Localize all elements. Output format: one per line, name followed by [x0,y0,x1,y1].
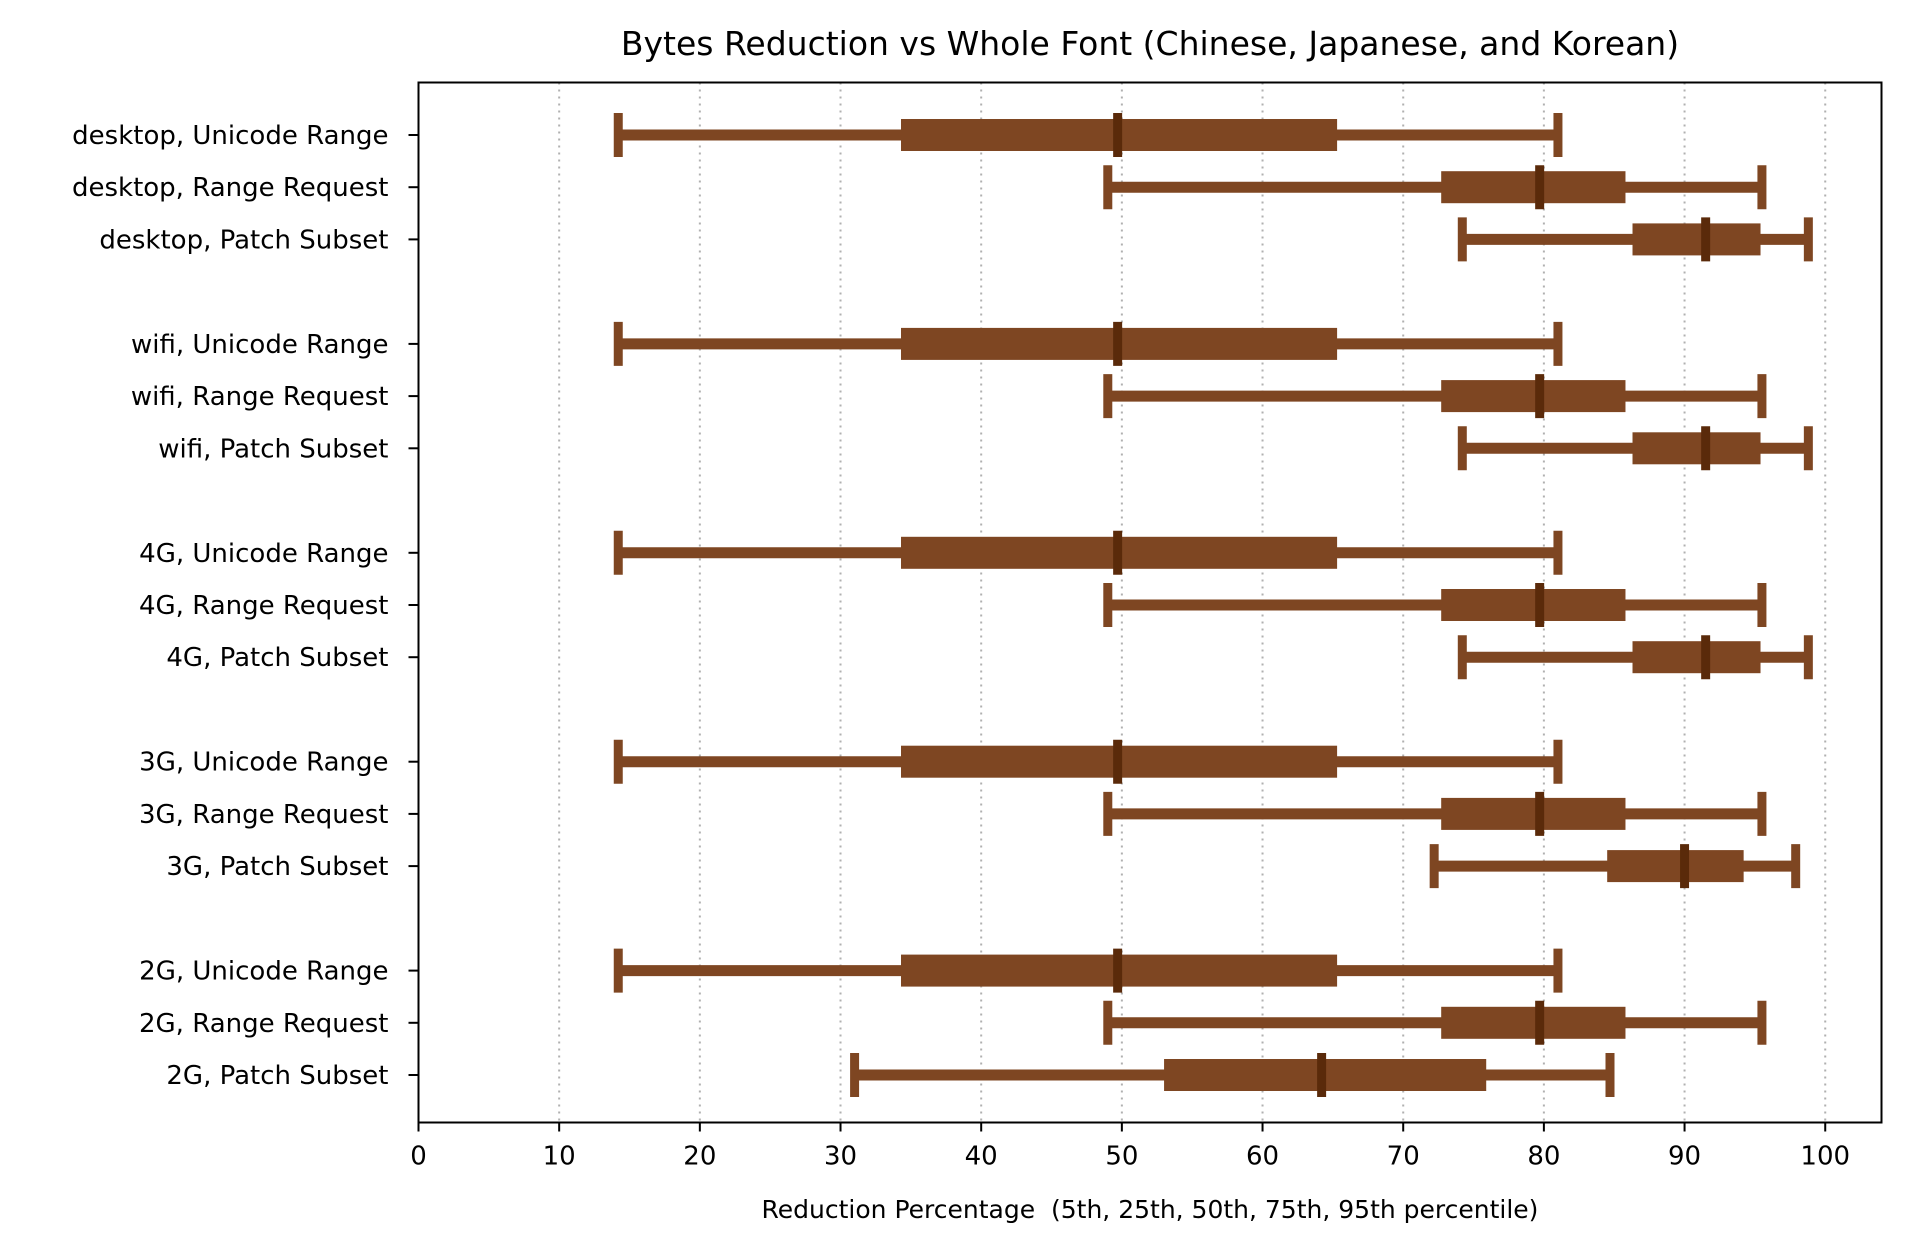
y-tick-label: 3G, Patch Subset [166,852,388,882]
x-tick-label: 100 [1800,1142,1850,1172]
box-row [1457,217,1813,262]
x-tick-label: 80 [1527,1142,1560,1172]
box-row [1457,635,1813,680]
y-tick-label: desktop, Range Request [72,173,389,203]
box-row [850,1053,1615,1097]
box-row [1103,583,1767,627]
x-tick-label: 20 [683,1142,716,1172]
y-tick-label: 2G, Range Request [139,1009,389,1039]
iqr-box [1441,380,1626,413]
y-tick-label: 2G, Unicode Range [139,957,388,987]
y-tick-label: 4G, Range Request [139,591,389,621]
iqr-box [1607,850,1744,883]
chart-title: Bytes Reduction vs Whole Font (Chinese, … [621,24,1679,63]
x-tick-label: 40 [965,1142,998,1172]
iqr-box [1441,589,1626,621]
y-tick-label: 3G, Range Request [139,800,389,830]
box-row [1457,426,1813,471]
x-axis-label: Reduction Percentage (5th, 25th, 50th, 7… [762,1195,1539,1224]
y-tick-label: 4G, Unicode Range [139,539,388,569]
box-row [613,948,1563,993]
iqr-box [1632,432,1761,465]
box-row [1429,844,1801,889]
box-series [613,113,1813,1097]
box-row [613,739,1563,784]
x-axis-ticks: 0 10 20 30 40 50 60 70 80 90 100 [410,1122,1850,1172]
x-tick-label: 70 [1387,1142,1420,1172]
y-tick-label: wifi, Range Request [131,382,389,412]
box-row [1103,1000,1767,1045]
box-row [1103,791,1767,836]
x-tick-label: 30 [824,1142,857,1172]
box-row [1103,165,1767,210]
y-tick-label: wifi, Patch Subset [158,434,388,464]
iqr-box [1441,1006,1626,1039]
box-row [613,321,1563,366]
iqr-box [1632,223,1761,256]
y-tick-label: desktop, Unicode Range [72,121,388,151]
x-tick-label: 0 [410,1142,427,1172]
x-tick-label: 60 [1246,1142,1279,1172]
iqr-box [1441,171,1626,204]
iqr-box [1441,797,1626,830]
plot-frame [417,81,1883,1124]
box-row [613,113,1563,157]
box-row [1103,374,1767,419]
iqr-box [1632,641,1761,674]
y-tick-label: wifi, Unicode Range [131,330,389,360]
y-tick-label: 3G, Unicode Range [139,748,388,778]
y-tick-label: 4G, Patch Subset [166,643,388,673]
x-tick-label: 50 [1105,1142,1138,1172]
box-row [613,530,1563,575]
y-axis-ticks: desktop, Unicode Range desktop, Range Req… [72,121,419,1091]
x-tick-label: 10 [543,1142,576,1172]
x-tick-label: 90 [1668,1142,1701,1172]
y-tick-label: 2G, Patch Subset [166,1061,388,1091]
y-tick-label: desktop, Patch Subset [99,225,388,255]
